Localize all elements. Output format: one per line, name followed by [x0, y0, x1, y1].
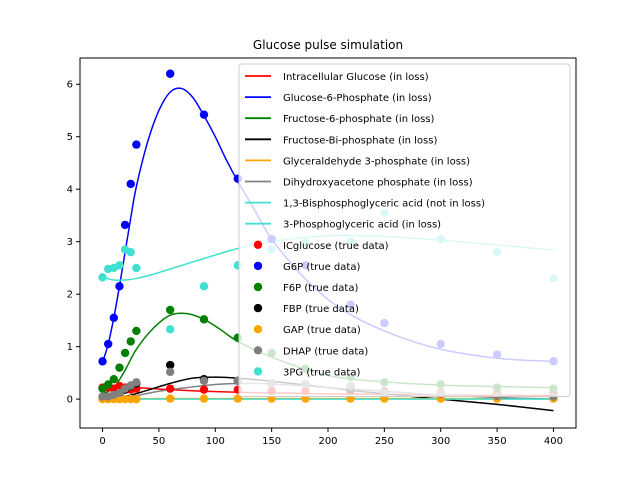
data-point — [132, 326, 141, 336]
data-point — [109, 313, 119, 322]
x-tick-label: 0 — [99, 436, 105, 447]
x-tick-label: 300 — [431, 436, 450, 447]
x-tick-label: 150 — [262, 436, 281, 447]
y-tick-label: 1 — [67, 342, 73, 353]
x-tick-label: 250 — [375, 436, 394, 447]
legend-point-swatch — [253, 303, 263, 313]
data-point — [165, 394, 175, 403]
legend-label: Fructose-Bi-phosphate (in loss) — [283, 135, 437, 146]
data-point — [109, 374, 119, 384]
x-tick-label: 100 — [206, 436, 225, 447]
x-tick-label: 400 — [544, 436, 563, 447]
legend-label: FBP (true data) — [283, 304, 359, 315]
data-point — [199, 385, 209, 394]
x-tick-label: 200 — [318, 436, 337, 447]
data-point — [98, 273, 107, 282]
data-point — [115, 261, 124, 270]
data-point — [165, 305, 175, 315]
data-point — [132, 378, 141, 387]
data-point — [165, 69, 175, 78]
legend-entry: Intracellular Glucose (in loss) — [245, 72, 429, 83]
legend-label: 3-Phosphoglyceric acid (in loss) — [283, 220, 441, 231]
y-tick-label: 2 — [67, 290, 73, 301]
data-point — [199, 282, 209, 291]
legend-entry: Fructose-6-phosphate (in loss) — [245, 114, 435, 125]
legend-label: 3PG (true data) — [283, 367, 360, 378]
legend-point-swatch — [253, 346, 263, 355]
legend-box — [238, 63, 571, 397]
legend-label: Glyceraldehyde 3-phosphate (in loss) — [283, 156, 470, 167]
x-tick-label: 50 — [153, 436, 166, 447]
data-point — [115, 363, 124, 372]
data-point — [132, 140, 141, 149]
legend-entry: Glyceraldehyde 3-phosphate (in loss) — [245, 156, 470, 167]
legend-label: F6P (true data) — [283, 283, 358, 294]
data-point — [126, 179, 135, 189]
y-tick-label: 3 — [67, 237, 73, 248]
legend-entry: 3-Phosphoglyceric acid (in loss) — [245, 220, 441, 231]
data-point — [103, 339, 113, 349]
legend-label: G6P (true data) — [283, 262, 360, 273]
data-point — [165, 325, 175, 334]
legend-entry: F6P (true data) — [253, 282, 358, 294]
data-point — [165, 384, 175, 393]
y-tick-label: 4 — [67, 185, 73, 196]
legend-label: GAP (true data) — [283, 325, 361, 336]
legend-entry: GAP (true data) — [253, 325, 361, 336]
legend-entry: Glucose-6-Phosphate (in loss) — [245, 93, 432, 104]
y-tick-label: 0 — [67, 395, 73, 406]
legend-label: DHAP (true data) — [283, 346, 368, 357]
legend-entry: Fructose-Bi-phosphate (in loss) — [245, 135, 437, 146]
data-point — [165, 360, 175, 370]
data-point — [126, 337, 135, 346]
data-point — [165, 367, 175, 377]
data-point — [132, 263, 141, 273]
legend-point-swatch — [253, 325, 263, 334]
chart-title: Glucose pulse simulation — [253, 38, 403, 52]
legend-point-swatch — [253, 261, 263, 271]
legend-entry: 3PG (true data) — [253, 367, 360, 378]
data-point — [132, 394, 141, 404]
legend-entry: 1,3-Bisphosphoglyceric acid (not in loss… — [245, 199, 485, 210]
legend-point-swatch — [253, 240, 263, 249]
legend-entry: Dihydroxyacetone phosphate (in loss) — [245, 178, 473, 189]
y-axis: 0 1 2 3 4 5 6 — [67, 80, 80, 406]
data-point — [103, 380, 113, 389]
legend-point-swatch — [253, 282, 263, 292]
legend-label: Intracellular Glucose (in loss) — [283, 72, 429, 83]
data-point — [199, 315, 209, 324]
data-point — [199, 394, 209, 403]
data-point — [120, 220, 130, 230]
legend-label: Dihydroxyacetone phosphate (in loss) — [283, 178, 473, 189]
x-axis: 0 50 100 150 200 250 300 350 400 — [99, 428, 563, 447]
legend: Intracellular Glucose (in loss) Glucose-6… — [238, 63, 571, 397]
legend-entry: DHAP (true data) — [253, 346, 368, 357]
data-point — [98, 357, 107, 366]
legend-label: ICglucose (true data) — [283, 241, 389, 252]
legend-entry: FBP (true data) — [253, 303, 359, 315]
data-point — [120, 348, 130, 358]
legend-label: 1,3-Bisphosphoglyceric acid (not in loss… — [283, 199, 485, 210]
data-point — [115, 282, 124, 291]
legend-point-swatch — [253, 367, 263, 376]
data-point — [199, 110, 209, 119]
data-point — [126, 247, 135, 257]
y-tick-label: 5 — [67, 132, 73, 143]
y-tick-label: 6 — [67, 80, 73, 91]
data-point — [199, 376, 209, 385]
legend-entry: G6P (true data) — [253, 261, 360, 273]
legend-label: Glucose-6-Phosphate (in loss) — [283, 93, 432, 104]
legend-entry: ICglucose (true data) — [253, 240, 389, 252]
legend-label: Fructose-6-phosphate (in loss) — [283, 114, 435, 125]
x-tick-label: 350 — [488, 436, 507, 447]
